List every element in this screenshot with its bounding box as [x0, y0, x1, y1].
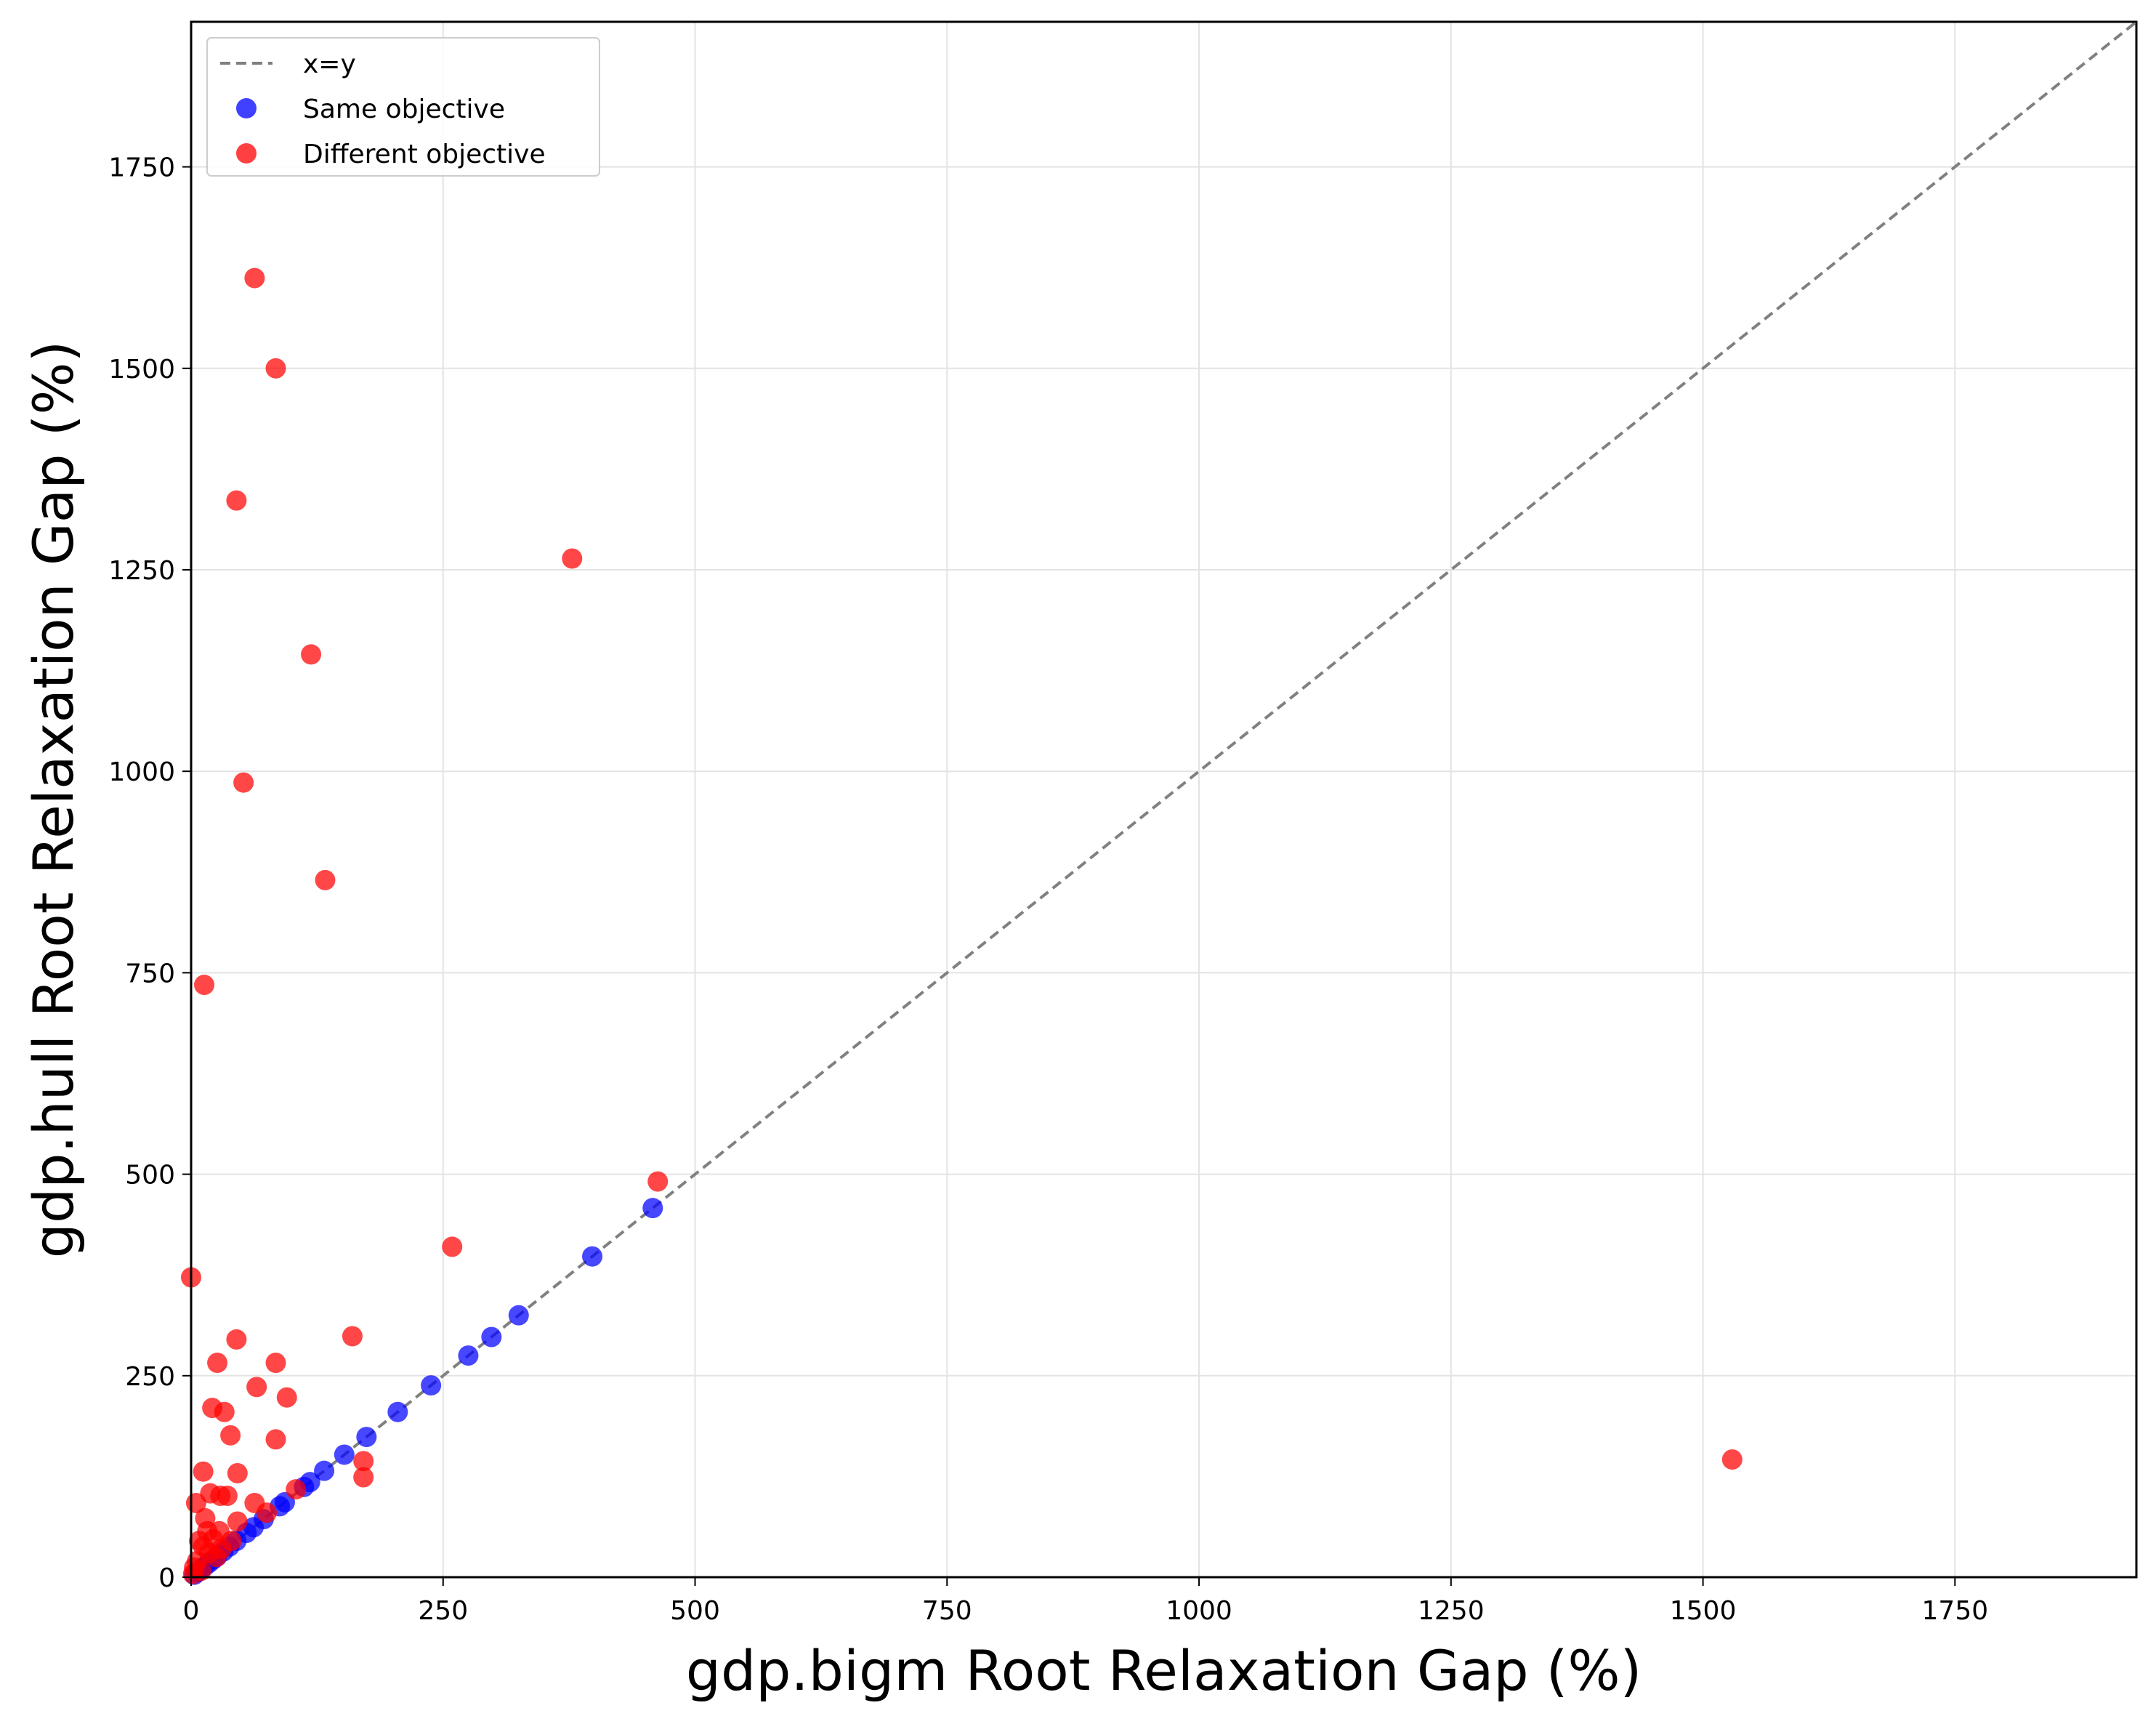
point-different-objective — [182, 1563, 203, 1584]
point-different-objective — [227, 1462, 248, 1483]
point-different-objective — [220, 1425, 241, 1446]
point-different-objective — [442, 1236, 463, 1257]
point-different-objective — [276, 1387, 297, 1408]
point-different-objective — [193, 1461, 214, 1482]
point-different-objective — [265, 358, 286, 379]
point-same-objective — [642, 1198, 663, 1219]
point-different-objective — [194, 975, 215, 996]
point-different-objective — [214, 1401, 235, 1422]
point-different-objective — [353, 1451, 374, 1472]
x-tick-label: 0 — [183, 1596, 200, 1626]
point-different-objective — [185, 1492, 206, 1513]
point-different-objective — [227, 1511, 248, 1532]
axis-ticks: 0 250 500 750 1000 1250 1500 1750 0 250 500 750 1000… — [108, 153, 1988, 1626]
point-different-objective — [1721, 1449, 1743, 1470]
point-different-objective — [265, 1429, 286, 1450]
x-tick-label: 1000 — [1166, 1596, 1232, 1626]
point-same-objective — [356, 1427, 377, 1448]
point-different-objective — [257, 1502, 278, 1523]
x-tick-label: 1750 — [1922, 1596, 1989, 1626]
point-same-objective — [508, 1305, 529, 1326]
point-same-objective — [582, 1246, 603, 1267]
point-different-objective — [265, 1353, 286, 1374]
point-same-objective — [458, 1345, 479, 1366]
point-different-objective — [562, 548, 583, 569]
y-tick-label: 1500 — [108, 355, 175, 384]
point-different-objective — [221, 1531, 242, 1552]
data-points — [181, 267, 1743, 1585]
point-different-objective — [647, 1171, 669, 1192]
point-different-objective — [233, 772, 254, 793]
legend-label-different-objective: Different objective — [303, 140, 546, 169]
point-same-objective — [481, 1326, 502, 1348]
y-tick-label: 500 — [125, 1161, 175, 1191]
plot-frame — [190, 20, 2138, 1579]
legend-swatch-same-objective — [236, 98, 257, 118]
x-axis-label: gdp.bigm Root Relaxation Gap (%) — [686, 1638, 1642, 1703]
point-different-objective — [246, 1377, 267, 1398]
point-different-objective — [353, 1467, 374, 1488]
legend-box — [206, 37, 600, 177]
legend-label-same-objective: Same objective — [303, 94, 505, 124]
legend-swatch-different-objective — [236, 143, 257, 164]
legend-label-reference: x=y — [303, 49, 356, 79]
legend: x=y Same objective Different objective — [206, 37, 600, 177]
point-different-objective — [226, 490, 247, 511]
point-different-objective — [207, 1353, 228, 1374]
point-different-objective — [315, 869, 336, 890]
point-different-objective — [217, 1486, 238, 1507]
y-tick-label: 750 — [125, 959, 175, 988]
x-tick-label: 1500 — [1670, 1596, 1737, 1626]
y-axis-label: gdp.hull Root Relaxation Gap (%) — [21, 341, 86, 1258]
y-tick-label: 1000 — [108, 757, 175, 787]
y-tick-label: 1750 — [108, 153, 175, 183]
x-tick-label: 500 — [670, 1596, 720, 1626]
x-tick-label: 1250 — [1418, 1596, 1485, 1626]
point-same-objective — [387, 1401, 408, 1422]
point-different-objective — [342, 1326, 363, 1347]
x-tick-label: 750 — [922, 1596, 972, 1626]
point-different-objective — [226, 1329, 247, 1350]
point-different-objective — [286, 1479, 307, 1500]
y-tick-label: 0 — [158, 1563, 175, 1593]
point-same-objective — [421, 1375, 442, 1396]
point-same-objective — [334, 1444, 355, 1465]
point-different-objective — [244, 267, 265, 289]
point-different-objective — [301, 644, 322, 665]
y-tick-label: 250 — [125, 1362, 175, 1392]
y-tick-label: 1250 — [108, 556, 175, 586]
x-tick-label: 250 — [418, 1596, 468, 1626]
point-same-objective — [314, 1460, 335, 1481]
